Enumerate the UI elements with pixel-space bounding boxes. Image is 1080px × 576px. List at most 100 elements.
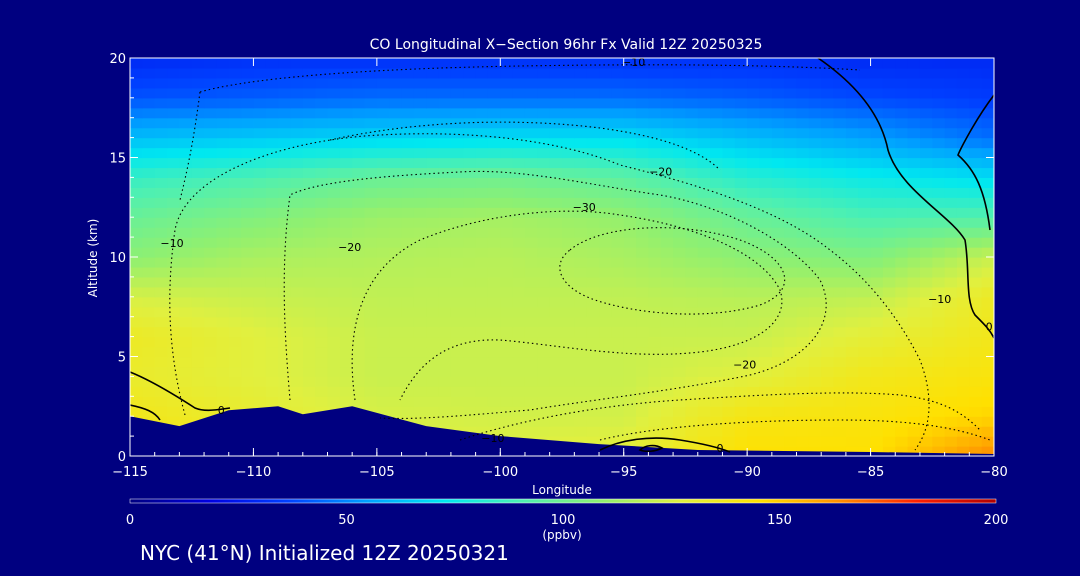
heat-cell xyxy=(673,237,687,248)
heat-cell xyxy=(315,67,329,79)
heat-cell xyxy=(228,346,242,358)
heat-cell xyxy=(882,436,896,447)
heat-cell xyxy=(969,266,983,278)
heat-cell xyxy=(956,316,970,328)
heat-cell xyxy=(759,406,773,417)
heat-cell xyxy=(734,197,748,208)
heat-cell xyxy=(426,396,440,407)
heat-cell xyxy=(426,147,440,159)
contour-label: −20 xyxy=(649,165,672,178)
heat-cell xyxy=(463,316,477,328)
heat-cell xyxy=(512,127,526,139)
heat-cell xyxy=(167,286,180,298)
heat-cell xyxy=(352,346,366,358)
heat-cell xyxy=(315,326,329,338)
heat-cell xyxy=(845,187,859,198)
heat-cell xyxy=(315,306,329,318)
heat-cell xyxy=(142,117,156,129)
heat-cell xyxy=(204,306,217,318)
heat-cell xyxy=(648,237,662,248)
heat-cell xyxy=(685,426,699,437)
heat-cell xyxy=(858,326,872,338)
heat-cell xyxy=(845,306,859,318)
heat-cell xyxy=(438,416,452,427)
heat-cell xyxy=(376,117,390,129)
heat-cell xyxy=(228,147,242,159)
heat-cell xyxy=(376,147,390,159)
heat-cell xyxy=(858,346,872,358)
heat-cell xyxy=(253,167,267,178)
heat-cell xyxy=(747,197,761,208)
heat-cell xyxy=(290,316,304,328)
heat-cell xyxy=(265,396,279,407)
heat-cell xyxy=(475,147,489,159)
heat-cell xyxy=(734,107,748,119)
heat-cell xyxy=(771,276,785,288)
heat-cell xyxy=(389,207,403,218)
heat-cell xyxy=(290,286,304,298)
heat-cell xyxy=(216,127,230,139)
heat-cell xyxy=(821,87,835,99)
heat-cell xyxy=(796,386,810,397)
heat-cell xyxy=(426,97,440,109)
heat-cell xyxy=(722,157,736,169)
heat-cell xyxy=(253,217,267,228)
heat-cell xyxy=(833,386,847,397)
heat-cell xyxy=(722,386,736,397)
heat-cell xyxy=(376,346,390,358)
heat-cell xyxy=(376,77,390,89)
heat-cell xyxy=(907,336,921,348)
heat-cell xyxy=(648,217,662,228)
heat-cell xyxy=(562,366,575,377)
heat-cell xyxy=(130,67,143,79)
heat-cell xyxy=(969,197,983,208)
heat-cell xyxy=(216,177,230,188)
heat-cell xyxy=(401,376,415,387)
heat-cell xyxy=(438,147,452,159)
heat-cell xyxy=(734,58,748,69)
heat-cell xyxy=(253,207,267,218)
heat-cell xyxy=(944,446,958,456)
heat-cell xyxy=(142,207,156,218)
heat-cell xyxy=(771,77,785,89)
heat-cell xyxy=(389,107,403,119)
heat-cell xyxy=(352,237,366,248)
heat-cell xyxy=(845,77,859,89)
heat-cell xyxy=(302,197,316,208)
heat-cell xyxy=(487,426,501,437)
heat-cell xyxy=(623,177,637,188)
heat-cell xyxy=(216,257,230,268)
heat-cell xyxy=(870,247,884,258)
heat-cell xyxy=(586,436,600,447)
heat-cell xyxy=(660,296,674,308)
heat-cell xyxy=(401,356,415,368)
heat-cell xyxy=(401,406,415,417)
heat-cell xyxy=(191,127,205,139)
heat-cell xyxy=(537,237,551,248)
heat-cell xyxy=(858,127,872,139)
heat-cell xyxy=(549,157,563,169)
heat-cell xyxy=(932,87,946,99)
heat-cell xyxy=(969,406,983,417)
heat-cell xyxy=(228,137,242,149)
heat-cell xyxy=(858,67,872,79)
heat-cell xyxy=(907,426,921,437)
heat-cell xyxy=(315,247,329,258)
heat-cell xyxy=(858,406,872,417)
heat-cell xyxy=(697,237,711,248)
heat-cell xyxy=(278,197,292,208)
heat-cell xyxy=(278,67,292,79)
heat-cell xyxy=(685,127,699,139)
heat-cell xyxy=(154,386,168,397)
heat-cell xyxy=(771,406,785,417)
heat-cell xyxy=(524,396,538,407)
heat-cell xyxy=(796,416,810,427)
heat-cell xyxy=(697,67,711,79)
heat-cell xyxy=(907,247,921,258)
heat-cell xyxy=(895,436,909,447)
heat-cell xyxy=(253,67,267,79)
heat-cell xyxy=(623,266,637,278)
heat-cell xyxy=(636,366,649,377)
heat-cell xyxy=(302,227,316,238)
heat-cell xyxy=(919,336,933,348)
